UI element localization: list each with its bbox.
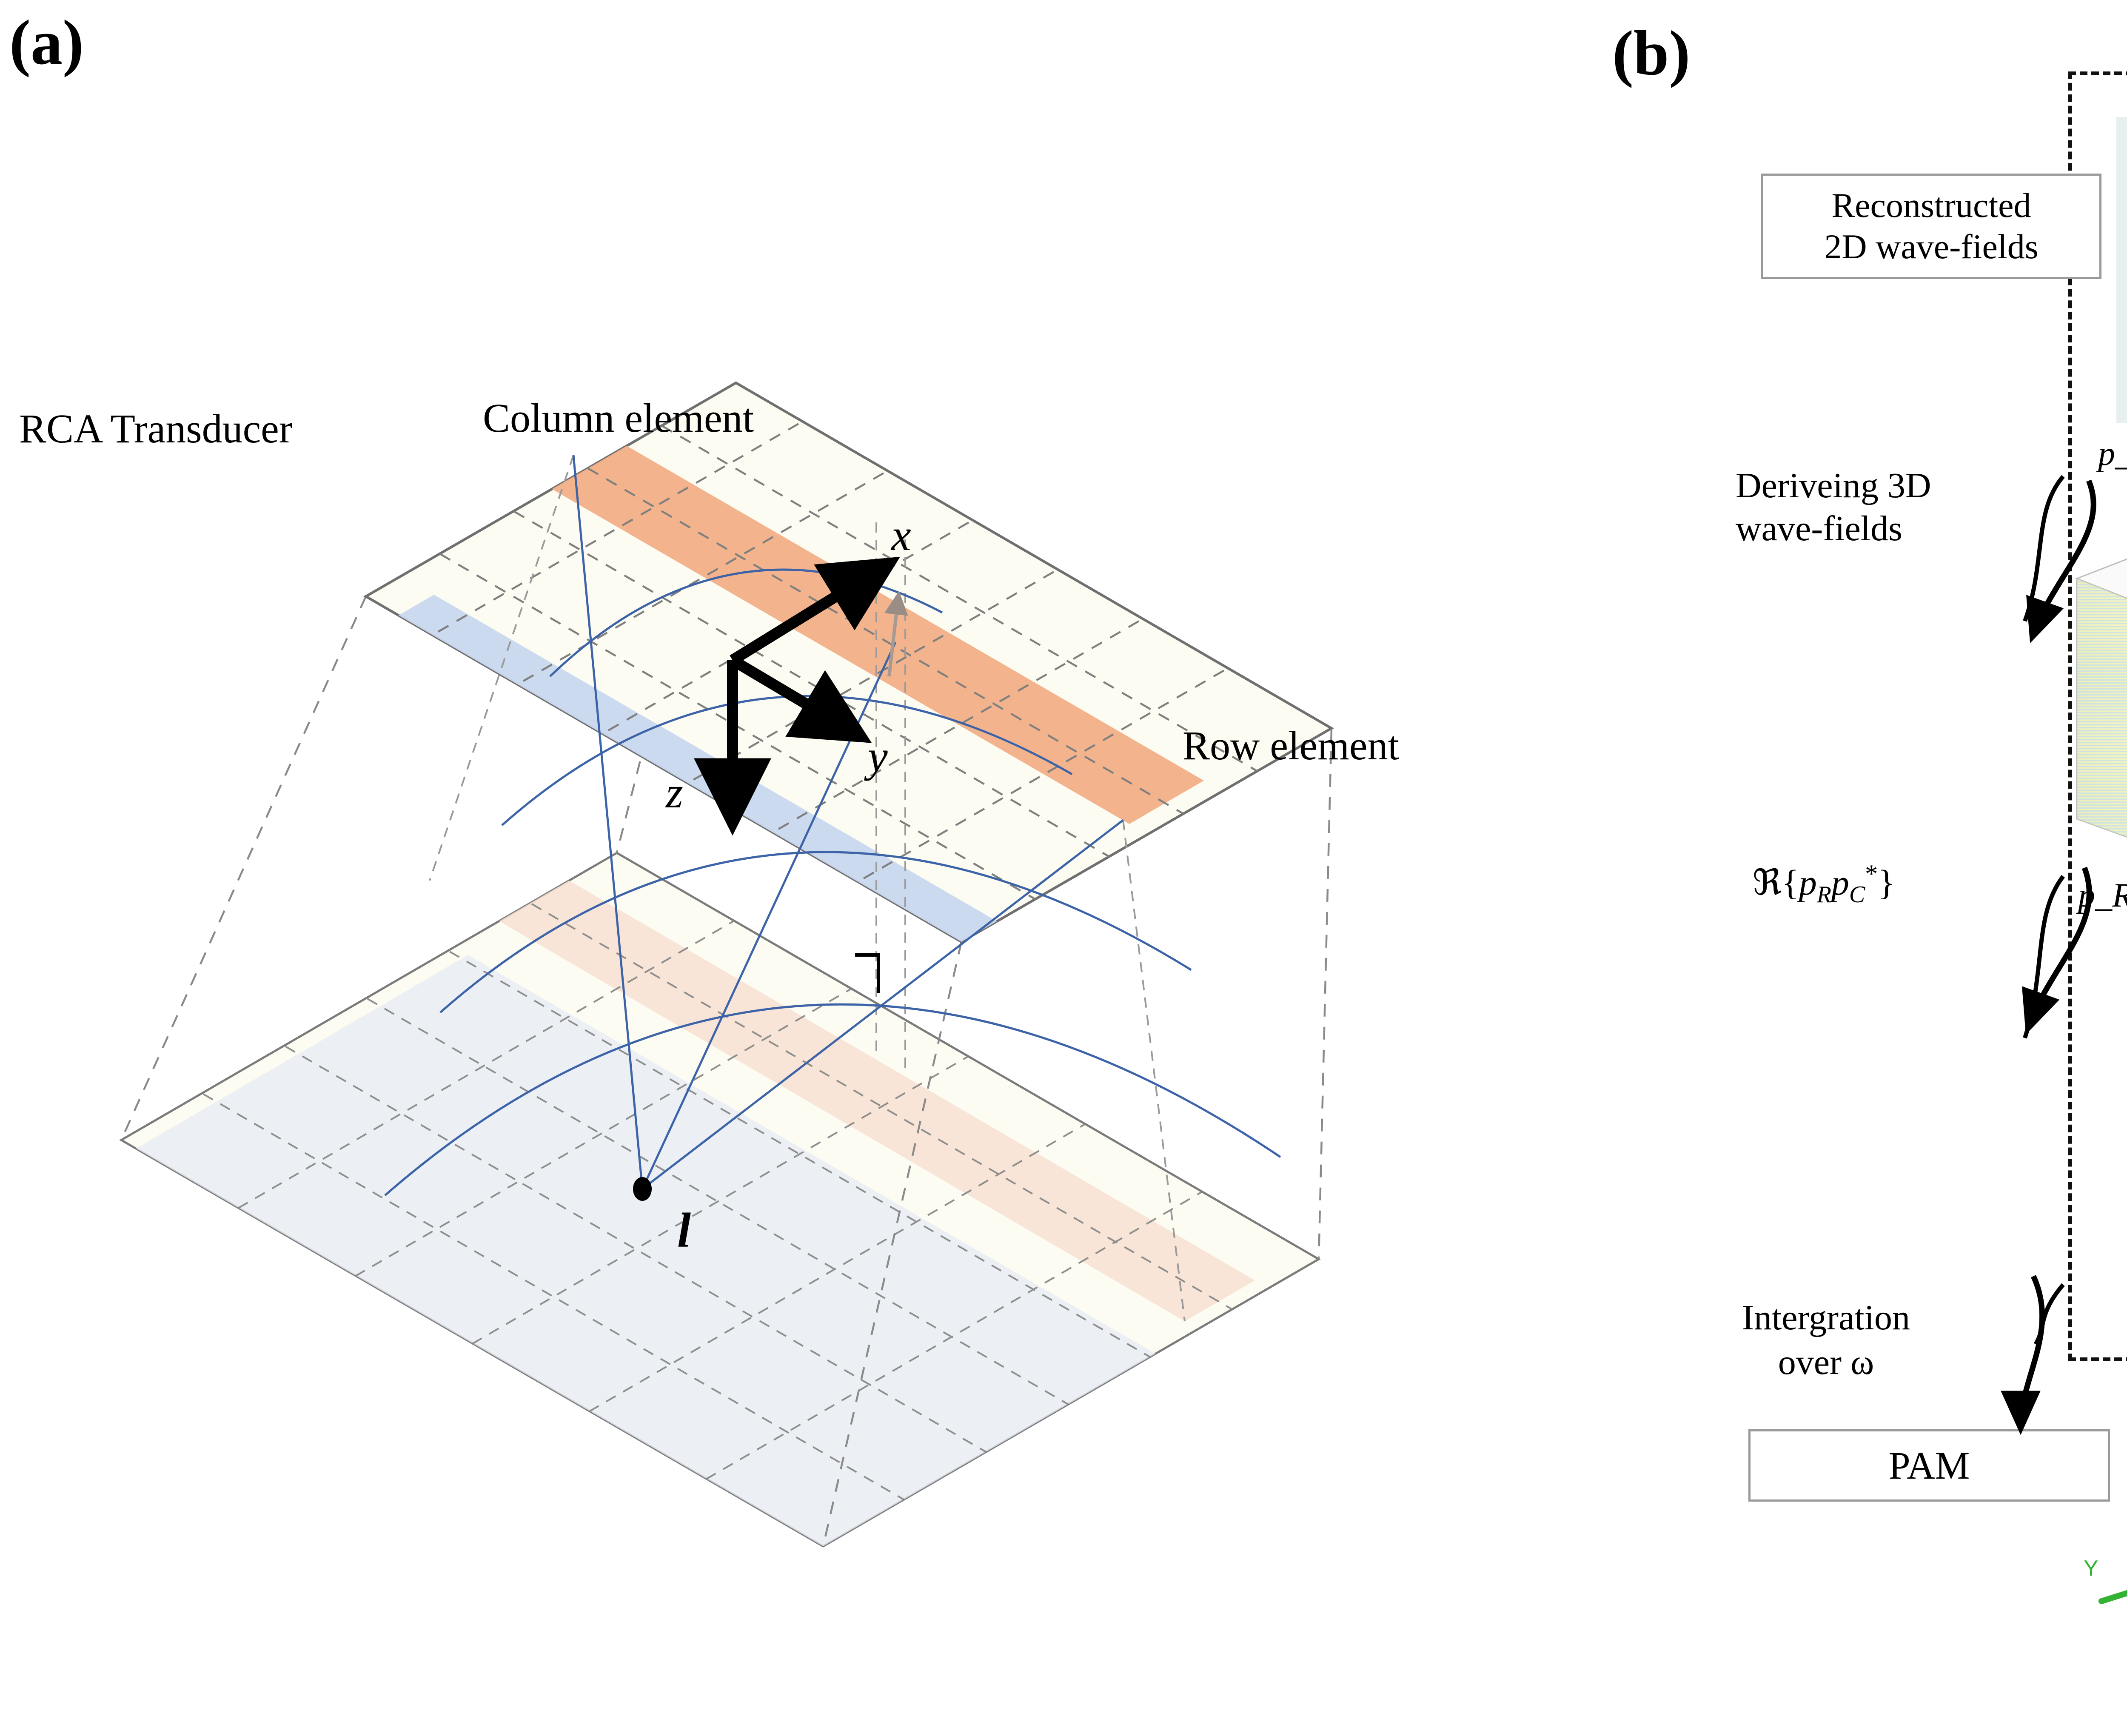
wavefield-2d-pr-omega1 [2116, 117, 2127, 423]
real-part-pc-sub: C [1849, 881, 1865, 908]
axis-x-label: x [891, 510, 911, 560]
pam-label: PAM [1888, 1443, 1970, 1487]
wavefield-3d-group [2075, 558, 2127, 838]
arrow-deriving [2026, 479, 2096, 644]
panel-b-letter: (b) [1612, 18, 1691, 88]
pam-box: PAM [1748, 1429, 2110, 1502]
axis-triad: X Y Z [2084, 1556, 2127, 1604]
element-drop-lines [429, 455, 1186, 1322]
stage-label-real-part: ℜ{pRpC*} [1753, 859, 1895, 908]
panel-a-diagram [119, 381, 1334, 1548]
real-part-pr-sub: R [1816, 881, 1831, 908]
real-part-pr: p [1799, 863, 1817, 903]
right-angle-mark [855, 953, 880, 993]
reconstructed-line-1: Reconstructed [1831, 186, 2031, 225]
triad-y-axis [2098, 1590, 2127, 1604]
stage-brackets [2023, 475, 2065, 1345]
real-part-pc: p [1831, 863, 1849, 903]
integration-line-2: over ω [1778, 1343, 1874, 1382]
reconstructed-line-2: 2D wave-fields [1824, 227, 2039, 266]
column-element-label: Column element [483, 395, 754, 441]
image-plane-group [119, 852, 1321, 1548]
caption-pr-xz-omega1: p_R(x, z, ω₁) [2098, 435, 2127, 473]
axis-y-arrow [730, 655, 872, 743]
axis-x-arrow [730, 556, 900, 665]
image-plane-column-stripe [430, 853, 1255, 1321]
arrow-real-part [2022, 867, 2092, 1035]
axis-projection-arrow [884, 590, 908, 677]
volume-box-pr-omega1 [2075, 558, 2127, 838]
coordinate-axes [694, 556, 908, 836]
real-part-star: * [1865, 860, 1878, 888]
arrow-integration [2001, 1275, 2045, 1435]
bracket-integration [2033, 1283, 2065, 1345]
source-point-label: l [677, 1203, 691, 1257]
deriving-line-2: wave-fields [1736, 508, 1902, 548]
omega-1-group-box [2068, 71, 2127, 1361]
real-part-open: ℜ{ [1753, 863, 1799, 903]
bracket-real [2023, 875, 2065, 1039]
stage-label-integration: Intergration over ω [1742, 1295, 1910, 1385]
axis-y-label: y [868, 731, 888, 781]
wavefront-arcs [384, 568, 1281, 1196]
rca-transducer-plane-group [363, 381, 1334, 944]
axis-z-label: z [666, 767, 683, 817]
deriving-line-1: Deriveing 3D [1736, 466, 1931, 505]
real-part-close: } [1878, 863, 1895, 903]
image-plane-row-stripe [136, 955, 1161, 1546]
bracket-deriving [2023, 475, 2065, 622]
source-point-marker [633, 1177, 652, 1201]
row-element-label: Row element [1183, 723, 1400, 768]
flow-arrows [2001, 479, 2096, 1435]
panel-a-letter: (a) [9, 7, 84, 78]
triad-y-label: Y [2084, 1556, 2098, 1581]
caption-pr-xyz-omega1: p_R(x, y, z, ω₁) [2078, 877, 2127, 914]
integration-line-1: Intergration [1742, 1298, 1910, 1337]
stage-label-deriving: Deriveing 3D wave-fields [1736, 465, 1931, 550]
rca-transducer-label: RCA Transducer [19, 406, 293, 451]
stage-label-reconstructed: Reconstructed 2D wave-fields [1761, 174, 2101, 279]
